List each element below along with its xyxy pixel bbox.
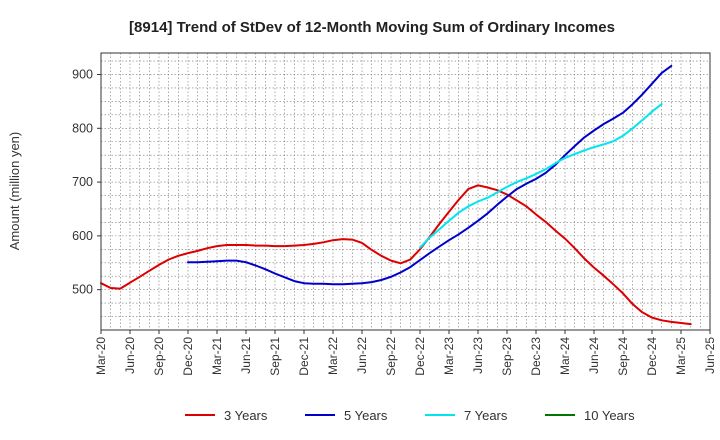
y-tick-label: 600 [72,229,93,243]
legend-label: 3 Years [224,408,268,423]
x-tick-label: Jun-24 [587,337,601,374]
axes: 500 600 700 800 900 Mar-20 Jun-20 Sep-20 Dec-20 M… [72,52,717,376]
legend-label: 5 Years [344,408,388,423]
series-line-5-years [187,64,673,286]
legend-label: 10 Years [584,408,635,423]
x-tick-label: Sep-23 [500,337,514,376]
x-tick-label: Dec-20 [181,337,195,376]
series-line-3-years [100,184,692,326]
series-line-7-years [419,103,663,249]
x-tick-label: Jun-21 [239,337,253,374]
x-tick-label: Mar-25 [674,337,688,375]
series-layer [100,64,692,326]
x-tick-label: Sep-21 [268,337,282,376]
x-tick-label: Dec-24 [645,337,659,376]
x-tick-label: Mar-23 [442,337,456,375]
x-tick-label: Jun-22 [355,337,369,374]
x-tick-label: Sep-22 [384,337,398,376]
y-tick-label: 900 [72,68,93,82]
x-tick-label: Mar-24 [558,337,572,375]
grid [101,53,710,330]
y-axis-label: Amount (million yen) [7,132,22,251]
y-tick-label: 500 [72,283,93,297]
y-tick-label: 800 [72,121,93,135]
x-tick-label: Sep-24 [616,337,630,376]
x-tick-label: Jun-23 [471,337,485,374]
x-tick-label: Mar-22 [326,337,340,375]
plot-frame [100,52,711,331]
plot-area [101,53,710,330]
x-tick-label: Jun-20 [123,337,137,374]
y-tick-label: 700 [72,175,93,189]
x-tick-label: Dec-21 [297,337,311,376]
x-tick-label: Sep-20 [152,337,166,376]
legend-label: 7 Years [464,408,508,423]
x-tick-label: Dec-22 [413,337,427,376]
x-tick-label: Jun-25 [703,337,717,374]
x-tick-label: Mar-20 [94,337,108,375]
chart-title: [8914] Trend of StDev of 12-Month Moving… [129,19,615,36]
legend: 3 Years 5 Years 7 Years 10 Years [185,408,635,423]
x-tick-label: Dec-23 [529,337,543,376]
x-tick-label: Mar-21 [210,337,224,375]
